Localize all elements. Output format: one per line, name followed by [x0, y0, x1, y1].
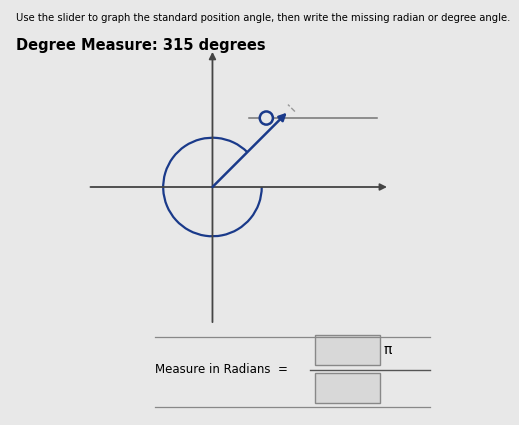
Text: Measure in Radians  =: Measure in Radians = — [155, 363, 288, 377]
Text: π: π — [384, 343, 392, 357]
Bar — [315, 373, 380, 403]
Bar — [315, 335, 380, 365]
Circle shape — [260, 111, 273, 125]
Text: Degree Measure: 315 degrees: Degree Measure: 315 degrees — [16, 38, 265, 53]
Text: Use the slider to graph the standard position angle, then write the missing radi: Use the slider to graph the standard pos… — [16, 13, 510, 23]
